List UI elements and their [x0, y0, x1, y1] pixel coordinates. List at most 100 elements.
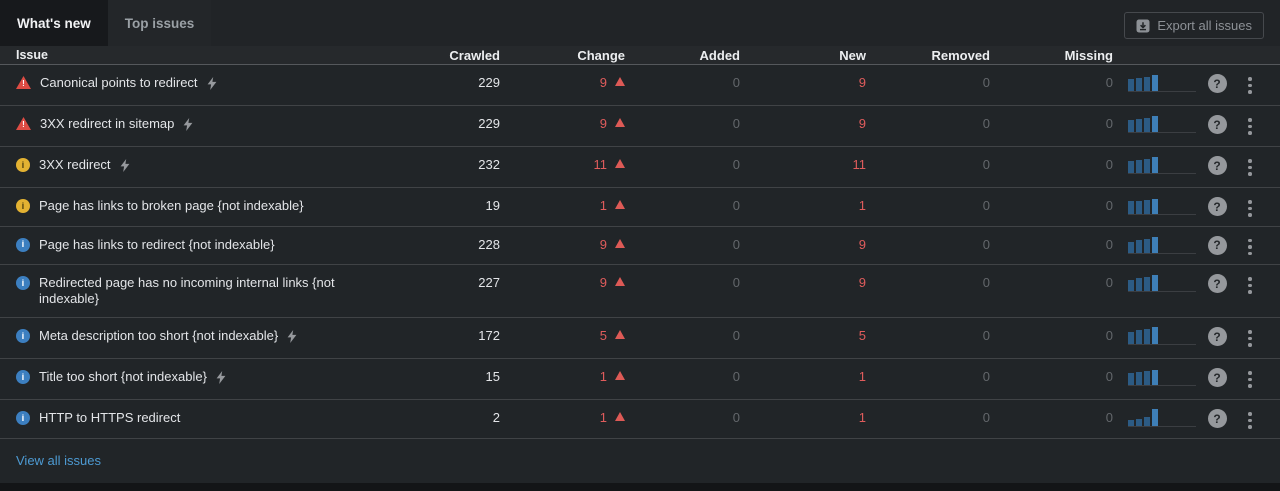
column-header-missing[interactable]: Missing: [1064, 47, 1113, 63]
removed-value: 0: [982, 369, 990, 384]
row-menu-button[interactable]: [1234, 359, 1266, 397]
change-value: 9: [500, 106, 625, 142]
column-header-crawled[interactable]: Crawled: [449, 47, 500, 63]
table-row: i Page has links to redirect {not indexab…: [0, 226, 1280, 265]
triangle-up-icon: [615, 371, 625, 380]
issue-link[interactable]: Title too short {not indexable}: [39, 369, 207, 384]
triangle-up-icon: [615, 118, 625, 127]
help-cell: ?: [1200, 65, 1234, 102]
added-value: 0: [732, 157, 740, 172]
row-menu-button[interactable]: [1234, 147, 1266, 185]
row-menu-button[interactable]: [1234, 318, 1266, 356]
triangle-up-icon: [615, 330, 625, 339]
crawled-value: 232: [478, 157, 500, 172]
row-menu-button[interactable]: [1234, 106, 1266, 144]
question-mark-icon[interactable]: ?: [1207, 409, 1227, 428]
row-menu-button[interactable]: [1234, 400, 1266, 438]
question-mark-icon[interactable]: ?: [1207, 327, 1227, 346]
issue-link[interactable]: Redirected page has no incoming internal…: [39, 275, 335, 306]
lightning-icon: [287, 330, 297, 348]
issue-link[interactable]: Meta description too short {not indexabl…: [39, 328, 279, 343]
issue-link[interactable]: Page has links to broken page {not index…: [39, 198, 304, 213]
question-mark-icon[interactable]: ?: [1207, 368, 1227, 387]
removed-value: 0: [982, 275, 990, 290]
history-sparkline: [1128, 236, 1196, 254]
column-header-new[interactable]: New: [839, 47, 866, 63]
lightning-icon: [207, 77, 217, 95]
history-sparkline: [1128, 409, 1196, 427]
error-triangle-icon: !: [16, 117, 31, 130]
missing-value: 0: [1105, 157, 1113, 172]
column-header-removed[interactable]: Removed: [931, 47, 990, 63]
sparkline-cell: [1113, 318, 1200, 353]
history-sparkline: [1128, 368, 1196, 386]
crawled-value: 229: [478, 116, 500, 131]
kebab-menu-icon: [1248, 197, 1252, 217]
missing-value: 0: [1105, 410, 1113, 425]
info-circle-icon: i: [16, 370, 30, 384]
question-mark-icon[interactable]: ?: [1207, 156, 1227, 175]
missing-value: 0: [1105, 198, 1113, 213]
issue-link[interactable]: 3XX redirect in sitemap: [40, 116, 175, 131]
triangle-up-icon: [615, 200, 625, 209]
history-sparkline: [1128, 197, 1196, 215]
removed-value: 0: [982, 75, 990, 90]
issue-cell: i HTTP to HTTPS redirect: [0, 400, 420, 436]
question-mark-icon[interactable]: ?: [1207, 235, 1227, 255]
issue-link[interactable]: Page has links to redirect {not indexabl…: [39, 236, 275, 252]
tab-whats-new-label: What's new: [17, 15, 91, 31]
tab-whats-new[interactable]: What's new: [0, 0, 108, 46]
missing-value: 0: [1105, 369, 1113, 384]
export-button-label: Export all issues: [1157, 18, 1252, 33]
issue-cell: i Redirected page has no incoming interna…: [0, 265, 420, 317]
column-header-menu-spacer: [1234, 46, 1266, 64]
question-mark-icon[interactable]: ?: [1207, 197, 1227, 216]
table-row: i 3XX redirect 232 11 0 11 0 0?: [0, 147, 1280, 188]
column-header-sparkline-spacer: [1113, 47, 1200, 64]
issue-cell: ! Canonical points to redirect: [0, 65, 420, 105]
row-menu-button[interactable]: [1234, 65, 1266, 103]
history-sparkline: [1128, 74, 1196, 92]
issue-link[interactable]: Canonical points to redirect: [40, 75, 198, 90]
view-all-issues-link[interactable]: View all issues: [16, 452, 102, 468]
added-value: 0: [732, 369, 740, 384]
kebab-menu-icon: [1248, 74, 1252, 94]
added-value: 0: [732, 116, 740, 131]
triangle-up-icon: [615, 412, 625, 421]
issue-link[interactable]: HTTP to HTTPS redirect: [39, 410, 181, 425]
help-cell: ?: [1200, 318, 1234, 355]
issue-link[interactable]: 3XX redirect: [39, 157, 111, 172]
issue-cell: i Page has links to redirect {not indexab…: [0, 227, 420, 263]
sparkline-cell: [1113, 265, 1200, 300]
question-mark-icon[interactable]: ?: [1207, 115, 1227, 134]
row-menu-button[interactable]: [1234, 265, 1266, 303]
missing-value: 0: [1105, 328, 1113, 343]
crawled-value: 229: [478, 75, 500, 90]
question-mark-icon[interactable]: ?: [1207, 274, 1227, 293]
question-mark-icon[interactable]: ?: [1207, 74, 1227, 93]
row-menu-button[interactable]: [1234, 227, 1266, 265]
export-all-issues-button[interactable]: Export all issues: [1124, 12, 1264, 39]
new-value: 1: [858, 198, 866, 213]
issue-cell: i 3XX redirect: [0, 147, 420, 187]
missing-value: 0: [1105, 275, 1113, 290]
sparkline-cell: [1113, 65, 1200, 100]
column-header-added[interactable]: Added: [699, 47, 740, 63]
change-value: 11: [500, 147, 625, 183]
sparkline-cell: [1113, 227, 1200, 262]
kebab-menu-icon: [1248, 236, 1252, 255]
history-sparkline: [1128, 156, 1196, 174]
help-cell: ?: [1200, 188, 1234, 225]
column-header-change[interactable]: Change: [577, 47, 625, 63]
history-sparkline: [1128, 327, 1196, 345]
change-value: 1: [500, 359, 625, 395]
added-value: 0: [732, 75, 740, 90]
tab-top-issues[interactable]: Top issues: [107, 0, 212, 46]
crawled-value: 228: [478, 236, 500, 252]
help-cell: ?: [1200, 106, 1234, 143]
row-menu-button[interactable]: [1234, 188, 1266, 226]
column-header-issue[interactable]: Issue: [16, 48, 48, 62]
added-value: 0: [732, 236, 740, 252]
change-value: 9: [500, 227, 625, 263]
lightning-icon: [120, 159, 130, 177]
